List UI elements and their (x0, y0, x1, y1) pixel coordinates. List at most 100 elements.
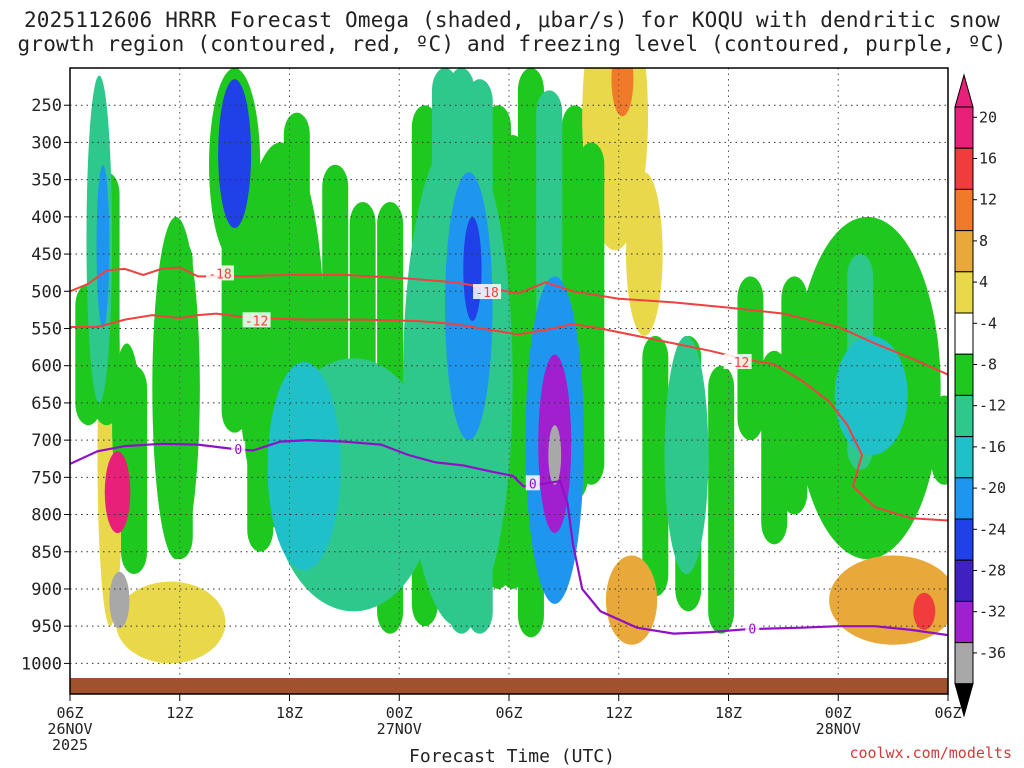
colorbar-end-top (954, 73, 974, 108)
colorbar-swatch (954, 230, 974, 273)
y-tick-label: 600 (31, 357, 62, 377)
colorbar-label: -16 (979, 438, 1006, 456)
credit-link[interactable]: coolwx.com/modelts (849, 744, 1012, 762)
omega-blob (218, 79, 252, 229)
contour-label: -18 (475, 286, 498, 301)
y-tick-label: 1000 (21, 654, 62, 674)
x-tick-label: 2025 (52, 736, 88, 754)
colorbar-swatch (954, 147, 974, 190)
contour-label-bg (242, 312, 271, 328)
y-tick-label: 250 (31, 96, 62, 116)
colorbar-swatch (954, 188, 974, 232)
y-tick-label: 550 (31, 319, 62, 339)
x-tick-label: 12Z (605, 704, 632, 722)
omega-column (578, 142, 605, 485)
colorbar-swatch (954, 106, 974, 149)
y-tick-label: 450 (31, 245, 62, 265)
omega-blob (96, 164, 110, 329)
colorbar-label: -28 (979, 562, 1006, 580)
y-tick-label: 750 (31, 468, 62, 488)
y-tick-label: 650 (31, 394, 62, 414)
chart-title-line2: growth region (contoured, red, ºC) and f… (17, 32, 1007, 56)
contour-label-bg (525, 475, 540, 491)
contour-label-bg (205, 265, 234, 281)
colorbar-swatch (954, 559, 974, 602)
omega-colorbar: 20 16 12 8 4 -4 -8 -12 -16 -20 -24 -28 -32 -36 (954, 73, 1006, 718)
colorbar-swatch (954, 600, 974, 644)
y-tick-label: 800 (31, 506, 62, 526)
x-tick-label: 00Z (386, 704, 413, 722)
contour-label-bg (473, 284, 502, 300)
colorbar-label: -4 (979, 314, 997, 332)
colorbar-label: -36 (979, 644, 1006, 662)
colorbar-label: 8 (979, 232, 988, 250)
colorbar-end-bottom (954, 683, 974, 718)
omega-blob (605, 555, 658, 645)
y-tick-label: 400 (31, 208, 62, 228)
omega-blob (115, 581, 226, 664)
freezing-level-label: 0 (529, 477, 537, 492)
chart-title-line1: 2025112606 HRRR Forecast Omega (shaded, … (23, 8, 1001, 32)
colorbar-swatch (954, 642, 974, 685)
omega-column (642, 335, 669, 597)
colorbar-label: 16 (979, 150, 997, 168)
omega-blob (267, 361, 341, 571)
colorbar-swatch (954, 394, 974, 438)
y-tick-label: 350 (31, 171, 62, 191)
omega-blob (109, 571, 130, 629)
x-tick-label: 26NOV (47, 720, 92, 738)
y-tick-label: 950 (31, 617, 62, 637)
x-axis-label: Forecast Time (UTC) (409, 746, 615, 767)
colorbar-swatch (954, 312, 974, 355)
y-tick-label: 900 (31, 580, 62, 600)
contour-label: -12 (726, 356, 749, 371)
omega-column (121, 365, 148, 575)
colorbar-label: 4 (979, 273, 988, 291)
colorbar-label: -12 (979, 397, 1006, 415)
pressure-axis: 250 300 350 400 450 500 550 600 650 700 750 800 850 9… (21, 96, 70, 674)
x-tick-label: 18Z (276, 704, 303, 722)
omega-blob (829, 555, 948, 645)
contour-label-bg (231, 441, 246, 457)
colorbar-swatch (954, 271, 974, 314)
omega-field (75, 68, 948, 664)
x-tick-label: 06Z (56, 704, 83, 722)
x-tick-label: 28NOV (816, 720, 861, 738)
ground-layer (70, 678, 948, 694)
colorbar-label: 12 (979, 191, 997, 209)
colorbar-swatch (954, 518, 974, 561)
colorbar-swatch (954, 477, 974, 520)
y-tick-label: 700 (31, 431, 62, 451)
colorbar-label: 20 (979, 108, 997, 126)
omega-blob (611, 68, 634, 117)
contour-label-bg (723, 353, 752, 369)
colorbar-label: -8 (979, 356, 997, 374)
y-tick-label: 300 (31, 133, 62, 153)
omega-blob (548, 425, 562, 485)
omega-blob (834, 335, 908, 456)
contour-label: -18 (208, 267, 231, 282)
omega-blob (104, 451, 131, 534)
x-tick-label: 06Z (495, 704, 522, 722)
x-tick-label: 00Z (825, 704, 852, 722)
colorbar-label: -20 (979, 479, 1006, 497)
dgz-contour (70, 312, 948, 522)
freezing-level-label: 0 (234, 443, 242, 458)
x-tick-label: 06Z (934, 704, 961, 722)
colorbar-swatch (954, 353, 974, 396)
omega-blob (664, 335, 709, 575)
colorbar-swatch (954, 436, 974, 479)
contour-label-bg (745, 620, 760, 636)
colorbar-label: -24 (979, 520, 1006, 538)
contour-label: -12 (245, 314, 268, 329)
omega-column (708, 365, 735, 634)
colorbar-label: -32 (979, 603, 1006, 621)
x-tick-label: 18Z (715, 704, 742, 722)
x-tick-label: 27NOV (377, 720, 422, 738)
omega-column (761, 350, 788, 545)
temperature-contours: -18 -18 -12 -12 0 0 0 (70, 265, 948, 637)
omega-blob (913, 592, 936, 630)
ground-band (70, 678, 948, 694)
